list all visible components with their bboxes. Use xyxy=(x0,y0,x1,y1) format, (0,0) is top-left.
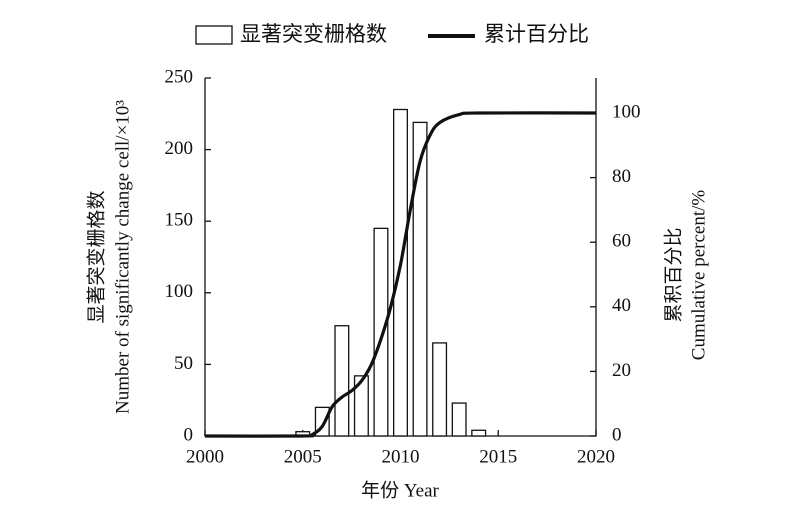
y2-tick-label: 20 xyxy=(612,360,631,381)
bar xyxy=(412,121,428,437)
y2-tick-label: 60 xyxy=(612,231,631,252)
y-tick-label: 0 xyxy=(184,424,194,445)
y2-tick-label: 100 xyxy=(612,101,641,122)
y2-axis-label: Cumulative percent/% xyxy=(688,190,709,361)
y2-tick-label: 0 xyxy=(612,424,622,445)
bar xyxy=(432,342,448,437)
x-tick-label: 2000 xyxy=(186,446,224,467)
bar xyxy=(471,429,487,437)
bar xyxy=(334,325,350,437)
y-tick-label: 250 xyxy=(165,66,194,87)
x-tick-label: 2005 xyxy=(284,446,322,467)
y-tick-label: 200 xyxy=(165,138,194,159)
y-tick-label: 150 xyxy=(165,210,194,231)
bar xyxy=(451,402,467,437)
legend-label: 显著突变栅格数 xyxy=(240,22,387,46)
legend: 显著突变栅格数 累计百分比 xyxy=(195,22,589,46)
bar xyxy=(353,375,369,437)
cumulative-line xyxy=(204,111,597,438)
legend-bar-swatch xyxy=(195,25,233,45)
y-axis-label: 显著突变栅格数 xyxy=(85,190,107,323)
x-axis-label: 年份 Year xyxy=(361,479,439,501)
y2-axis-label: 累积百分比 xyxy=(662,227,684,322)
x-tick-label: 2010 xyxy=(382,446,420,467)
y-tick-label: 50 xyxy=(174,353,193,374)
y2-tick-label: 80 xyxy=(612,166,631,187)
y2-tick-label: 40 xyxy=(612,295,631,316)
x-tick-label: 2015 xyxy=(479,446,517,467)
x-tick-label: 2020 xyxy=(577,446,615,467)
y-axis-label: Number of significantly change cell/×10³ xyxy=(112,100,133,414)
legend-label: 累计百分比 xyxy=(484,22,589,46)
bar xyxy=(393,108,408,437)
y-tick-label: 100 xyxy=(165,281,194,302)
bar xyxy=(373,227,389,437)
